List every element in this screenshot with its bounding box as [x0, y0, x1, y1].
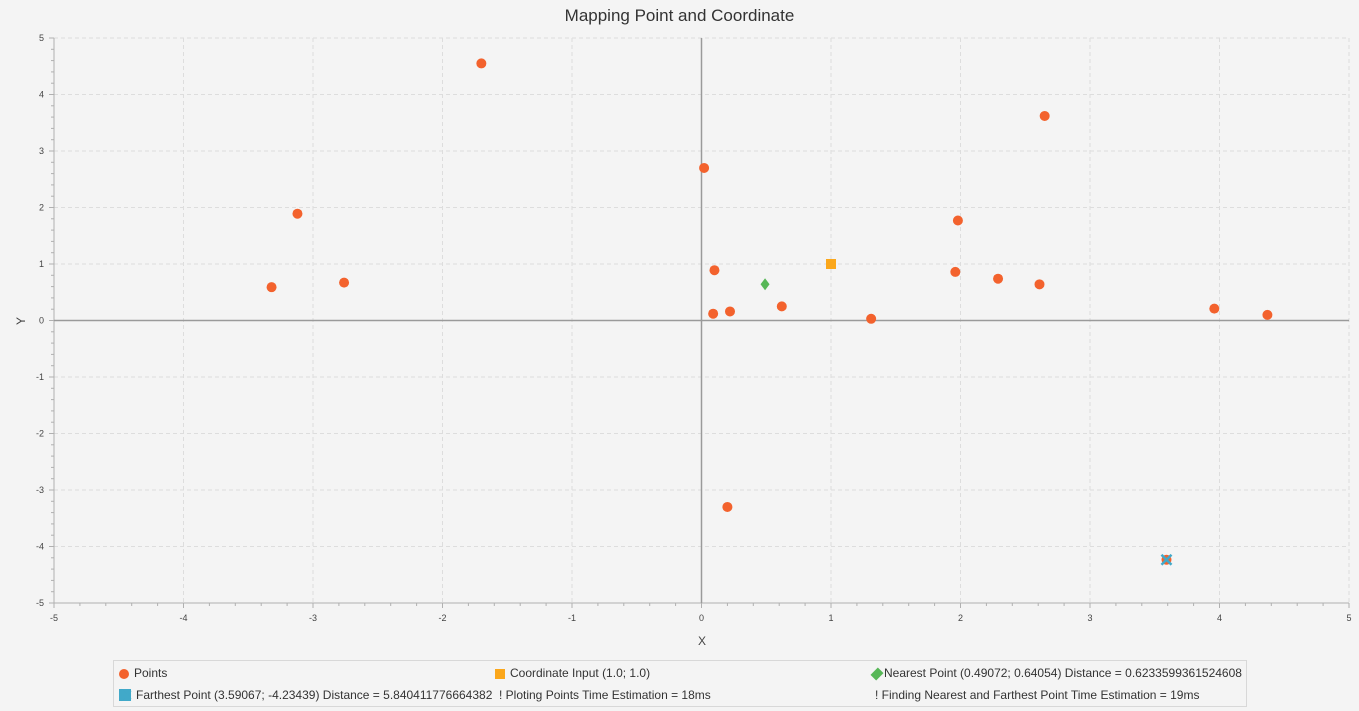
- x-tick-label: 5: [1346, 613, 1351, 623]
- data-point: [292, 208, 303, 219]
- legend-label-coordinate-input: Coordinate Input (1.0; 1.0): [510, 666, 651, 680]
- data-point: [1039, 110, 1050, 121]
- tick-labels: -5 -4 -3 -2 -1 0 1 2 3 4 5 -5 -4 -3 -2 -1 0 1 2 3 4 5: [36, 33, 1352, 623]
- data-point: [776, 301, 787, 312]
- x-axis-label: X: [698, 634, 706, 648]
- legend-item-points: Points: [119, 666, 167, 680]
- x-tick-label: 3: [1087, 613, 1092, 623]
- y-tick-label: 5: [39, 33, 44, 43]
- data-point: [266, 282, 277, 293]
- legend-label-points: Points: [134, 666, 168, 680]
- data-points: [266, 58, 1273, 566]
- axes: [49, 37, 1350, 608]
- data-point: [722, 501, 733, 512]
- x-tick-label: -2: [438, 613, 446, 623]
- data-point: [476, 58, 487, 69]
- y-axis-label: Y: [14, 317, 28, 325]
- data-point: [993, 273, 1004, 284]
- x-tick-label: -4: [179, 613, 187, 623]
- x-tick-label: -3: [309, 613, 317, 623]
- y-tick-label: 0: [39, 316, 44, 326]
- legend-label-farthest-point: Farthest Point (3.59067; -4.23439) Dista…: [136, 688, 493, 702]
- y-tick-label: -4: [36, 542, 44, 552]
- scatter-plot: -5 -4 -3 -2 -1 0 1 2 3 4 5 -5 -4 -3 -2 -1 0 1 2 3 4 5 X Y: [14, 33, 1352, 648]
- x-tick-label: 0: [699, 613, 704, 623]
- legend-label-nearest-point: Nearest Point (0.49072; 0.64054) Distanc…: [884, 666, 1242, 680]
- data-point: [866, 313, 877, 324]
- data-point: [724, 306, 735, 317]
- data-point: [950, 266, 961, 277]
- legend-note-search-time: ! Finding Nearest and Farthest Point Tim…: [875, 688, 1199, 702]
- nearest-point-marker: [760, 278, 770, 291]
- legend-note-search-time-text: ! Finding Nearest and Farthest Point Tim…: [875, 688, 1200, 702]
- square-marker-icon: [495, 668, 505, 679]
- diamond-marker-icon: [870, 667, 884, 681]
- x-tick-label: 2: [958, 613, 963, 623]
- data-point: [708, 308, 719, 319]
- legend-item-farthest-point: Farthest Point (3.59067; -4.23439) Dista…: [119, 688, 492, 702]
- data-point: [1209, 303, 1220, 314]
- y-tick-label: -5: [36, 598, 44, 608]
- y-tick-label: -3: [36, 485, 44, 495]
- coordinate-input-marker: [826, 259, 836, 269]
- x-tick-label: 4: [1217, 613, 1222, 623]
- y-tick-label: 3: [39, 146, 44, 156]
- legend-note-plot-time-text: ! Ploting Points Time Estimation = 18ms: [499, 688, 711, 702]
- legend: Points Coordinate Input (1.0; 1.0) Neare…: [113, 660, 1247, 707]
- x-tick-label: -5: [50, 613, 58, 623]
- legend-item-coordinate-input: Coordinate Input (1.0; 1.0): [495, 666, 650, 680]
- y-tick-label: -1: [36, 372, 44, 382]
- data-point: [1034, 279, 1045, 290]
- y-tick-label: 4: [39, 90, 44, 100]
- legend-note-plot-time: ! Ploting Points Time Estimation = 18ms: [499, 688, 711, 702]
- data-point: [339, 277, 350, 288]
- circle-marker-icon: [119, 668, 129, 679]
- x-tick-label: 1: [828, 613, 833, 623]
- y-tick-label: 2: [39, 203, 44, 213]
- farthest-point-marker: [1160, 553, 1173, 566]
- data-point: [709, 265, 720, 276]
- x-marker-icon: [119, 689, 131, 701]
- y-tick-label: 1: [39, 259, 44, 269]
- farthest-x-stroke: [1160, 553, 1173, 566]
- y-tick-label: -2: [36, 429, 44, 439]
- data-point: [1262, 309, 1273, 320]
- data-point: [952, 215, 963, 226]
- legend-item-nearest-point: Nearest Point (0.49072; 0.64054) Distanc…: [870, 666, 1242, 681]
- x-tick-label: -1: [568, 613, 576, 623]
- data-point: [699, 162, 710, 173]
- chart-title: Mapping Point and Coordinate: [564, 6, 795, 25]
